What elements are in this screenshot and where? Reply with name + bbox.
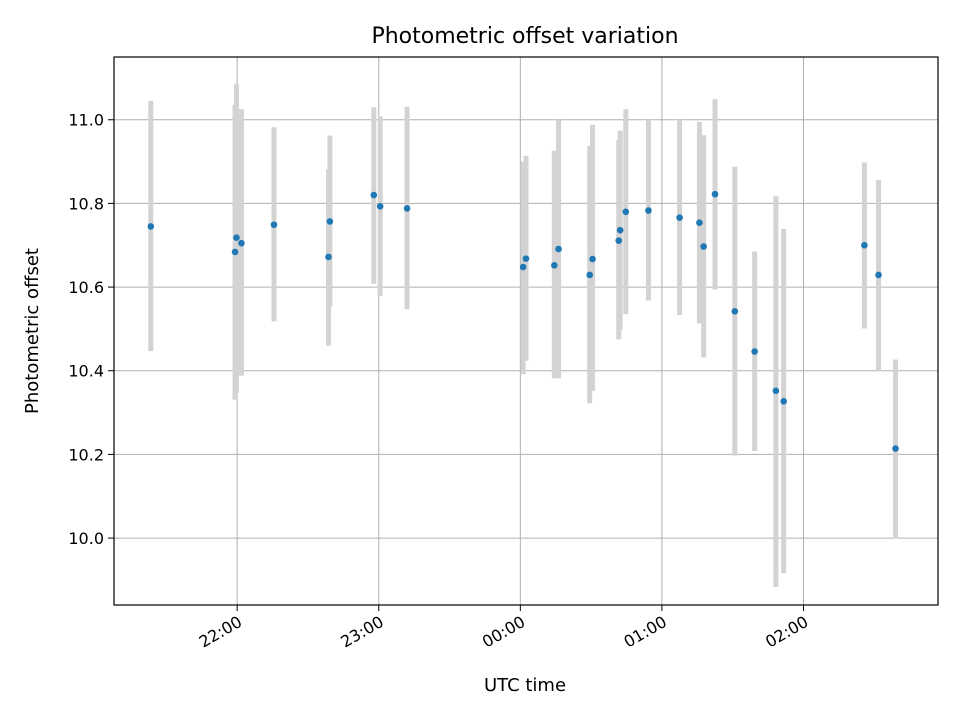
- x-axis-label: UTC time: [484, 675, 566, 696]
- y-axis-label: Photometric offset: [22, 248, 43, 414]
- data-point: [645, 207, 652, 214]
- y-tick-label: 10.8: [68, 194, 104, 213]
- data-point: [622, 208, 630, 216]
- data-point: [325, 253, 332, 261]
- data-point: [711, 190, 719, 198]
- data-point: [370, 191, 378, 199]
- data-point: [616, 226, 624, 234]
- data-point: [551, 262, 558, 269]
- data-point: [231, 248, 239, 256]
- data-point: [589, 255, 596, 263]
- data-point: [700, 243, 707, 250]
- data-point: [696, 219, 703, 226]
- y-tick-label: 10.2: [68, 445, 104, 464]
- data-point: [376, 203, 384, 210]
- data-point: [751, 348, 758, 355]
- plot-frame: [113, 56, 939, 606]
- grid: [114, 57, 938, 605]
- data-point: [522, 255, 530, 262]
- data-point: [326, 218, 334, 225]
- data-point: [780, 397, 787, 405]
- chart-title: Photometric offset variation: [371, 24, 678, 49]
- data-point: [615, 237, 623, 244]
- data-point: [555, 245, 562, 253]
- y-tick-label: 11.0: [68, 111, 104, 130]
- data-point: [731, 308, 739, 315]
- data-point: [586, 271, 594, 279]
- data-point: [147, 223, 155, 230]
- data-point: [892, 445, 899, 452]
- data-point: [875, 271, 882, 279]
- data-point: [233, 234, 240, 242]
- data-point: [403, 205, 411, 212]
- data-points: [147, 190, 899, 452]
- data-point: [519, 263, 527, 271]
- data-point: [861, 241, 868, 249]
- y-tick-label: 10.6: [68, 278, 104, 297]
- y-tick-label: 10.0: [68, 529, 104, 548]
- data-point: [270, 221, 278, 229]
- data-point: [772, 387, 780, 395]
- y-tick-label: 10.4: [68, 362, 104, 381]
- data-point: [676, 214, 683, 221]
- data-point: [238, 239, 245, 247]
